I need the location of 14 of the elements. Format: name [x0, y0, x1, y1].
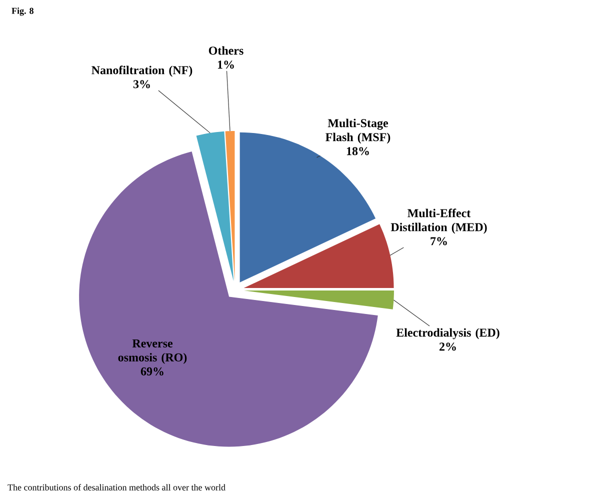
data-label: 18%: [346, 147, 369, 156]
data-label: 69%: [140, 367, 164, 376]
chart-title: Fig. 8: [12, 8, 34, 16]
data-label: 3%: [133, 80, 150, 88]
text: The contributions of desalination methods all over the world: [8, 484, 226, 490]
slice-label: Multi-Stage Flash (MSF): [326, 118, 390, 144]
slice-label: Others: [208, 46, 244, 55]
slice-label: Electrodialysis (ED): [396, 328, 500, 340]
slice-label: Nanofiltration (NF): [92, 66, 192, 77]
data-label: 7%: [430, 237, 447, 246]
slice-label: Multi-Effect Distillation (MED): [390, 208, 487, 234]
slice-label: Reverse osmosis (RO): [118, 339, 187, 364]
data-label: 2%: [440, 342, 456, 351]
data-label: 1%: [218, 60, 234, 69]
